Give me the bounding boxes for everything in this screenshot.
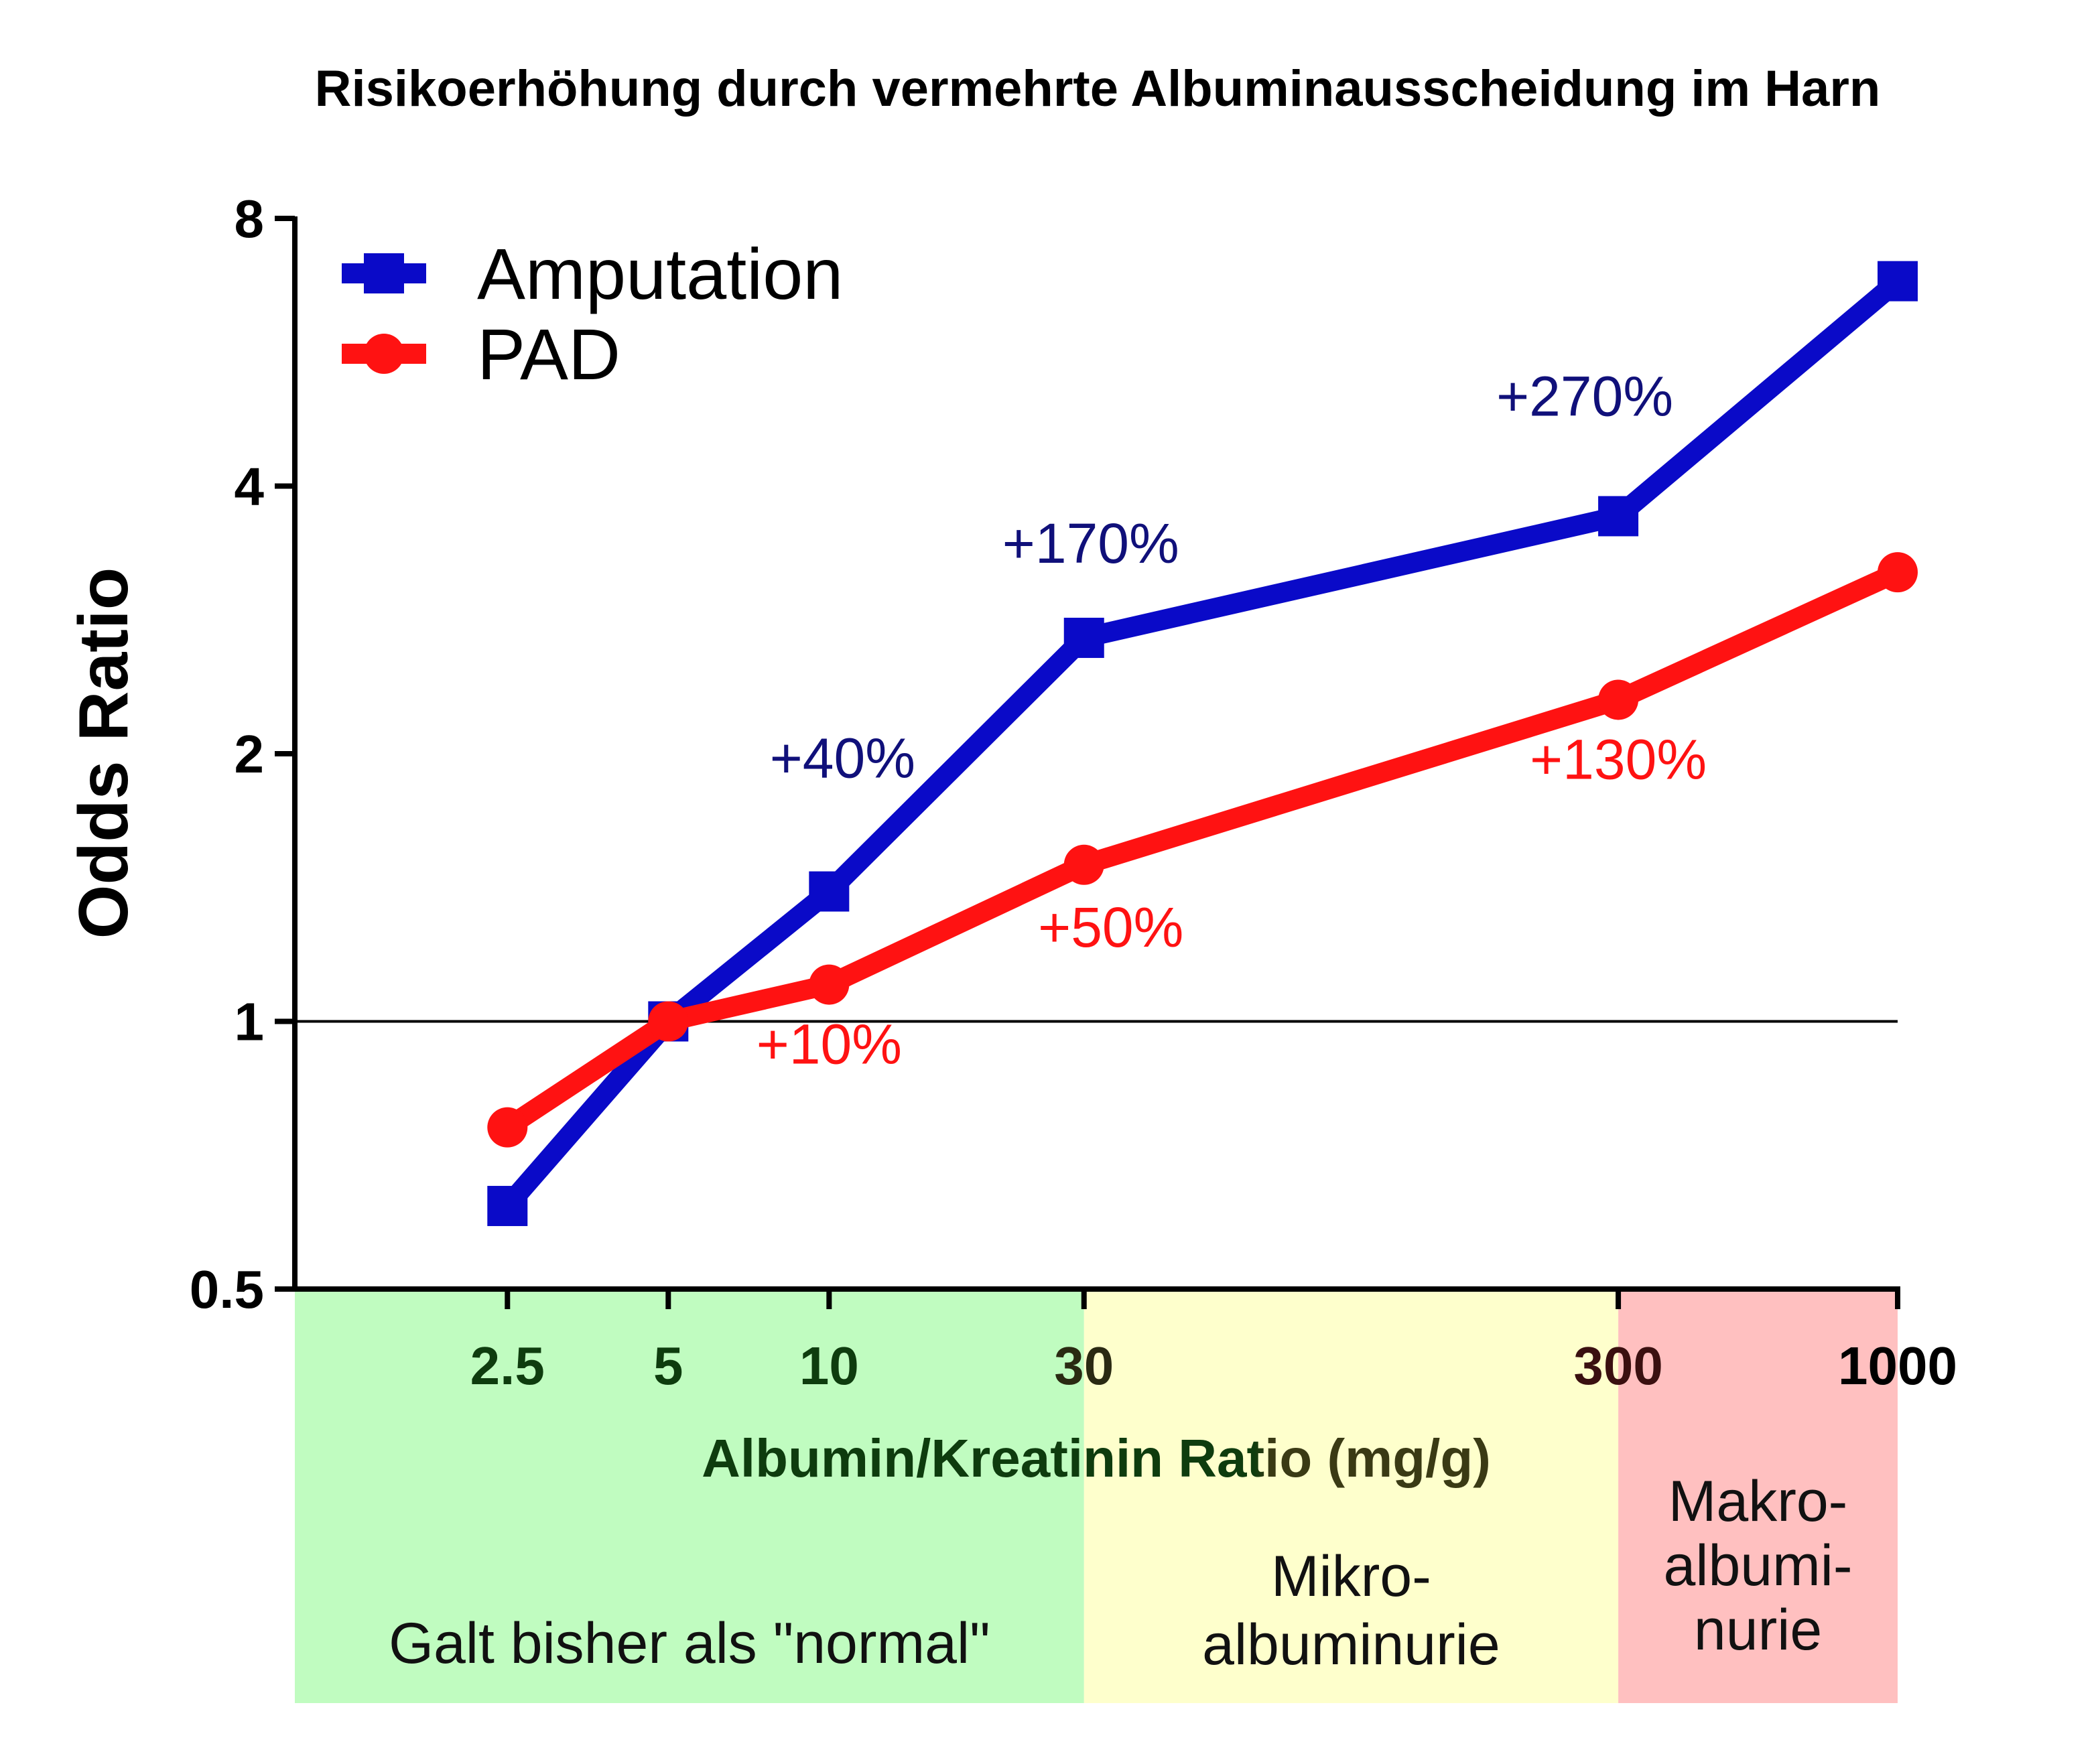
x-tick-label: 30 <box>1054 1336 1114 1396</box>
zone-label: nurie <box>1694 1598 1822 1662</box>
data-point-pad <box>1598 679 1639 720</box>
data-point-pad <box>648 1001 689 1042</box>
x-tick-label: 2.5 <box>470 1336 545 1396</box>
zone-label: Makro- <box>1668 1469 1848 1534</box>
data-point-pad <box>809 964 850 1005</box>
data-point-amputation <box>487 1186 528 1227</box>
y-tick-label: 4 <box>235 457 265 517</box>
x-tick-label: 10 <box>799 1336 859 1396</box>
zone-band <box>1084 1289 1619 1703</box>
zone-label: Mikro- <box>1271 1544 1431 1609</box>
y-tick-label: 8 <box>235 189 265 249</box>
data-point-amputation <box>1878 261 1918 301</box>
data-point-pad <box>1063 844 1104 885</box>
data-point-amputation <box>1063 618 1104 659</box>
data-point-amputation <box>809 871 850 912</box>
legend-label: PAD <box>477 314 620 395</box>
x-axis-label: Albumin/Kreatinin Ratio (mg/g) <box>702 1428 1491 1488</box>
series-line-amputation <box>499 273 1904 1213</box>
legend-marker <box>364 334 404 374</box>
data-point-pad <box>1878 552 1918 593</box>
legend-marker <box>364 253 404 293</box>
data-point-amputation <box>1598 496 1639 537</box>
data-point-pad <box>487 1107 528 1148</box>
zone-band <box>295 1289 1084 1703</box>
annotation-label: +10% <box>757 1013 902 1076</box>
y-tick-label: 1 <box>235 992 265 1052</box>
y-axis-label: Odds Ratio <box>65 567 143 939</box>
zone-band <box>1618 1289 1898 1703</box>
legend-label: Amputation <box>477 233 843 314</box>
y-tick-label: 0.5 <box>190 1260 264 1319</box>
annotation-label: +130% <box>1530 728 1707 791</box>
zone-label: albumi- <box>1664 1534 1853 1598</box>
y-tick-label: 2 <box>235 724 265 784</box>
chart-title: Risikoerhöhung durch vermehrte Albuminau… <box>315 60 1881 117</box>
series-line-pad <box>502 563 1902 1136</box>
zone-label: Galt bisher als "normal" <box>389 1611 990 1676</box>
x-tick-label: 300 <box>1573 1336 1662 1396</box>
x-tick-label: 1000 <box>1838 1336 1957 1396</box>
annotation-label: +170% <box>1002 512 1179 575</box>
axes: 0.5 1 2 4 8 2.5 5 10 30 300 1000 Albumin/Kreatinin … <box>190 189 1957 1488</box>
annotations: +40% +170% +270% +10% +50% +130% <box>757 364 1707 1075</box>
annotation-label: +270% <box>1496 364 1673 427</box>
risk-zones: Galt bisher als "normal" Mikro-albuminuri… <box>295 1289 1898 1703</box>
series-group <box>487 261 1918 1227</box>
x-tick-label: 5 <box>653 1336 683 1396</box>
zone-label: albuminurie <box>1202 1613 1500 1677</box>
annotation-label: +50% <box>1038 896 1183 959</box>
annotation-label: +40% <box>770 727 915 790</box>
